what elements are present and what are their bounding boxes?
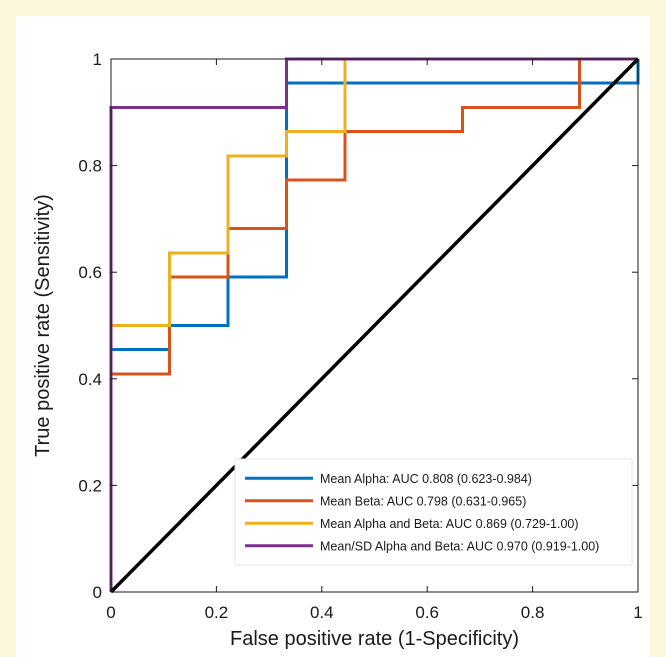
x-tick-label: 1 (633, 603, 642, 622)
legend-entry-label: Mean Alpha and Beta: AUC 0.869 (0.729-1.… (320, 517, 579, 531)
legend: Mean Alpha: AUC 0.808 (0.623-0.984) Mean … (234, 458, 633, 566)
x-axis-label: False positive rate (1-Specificity) (230, 628, 519, 650)
x-tick-label: 0.6 (415, 603, 439, 622)
diagonal-reference-line (109, 57, 640, 594)
x-tick-label: 0.4 (310, 603, 334, 622)
y-tick-label: 0.6 (78, 263, 102, 282)
y-axis-label: True positive rate (Sensitivity) (32, 194, 54, 457)
y-tick-label: 0.4 (78, 370, 102, 389)
y-tick-label: 0.8 (78, 157, 102, 176)
roc-series-2 (109, 57, 638, 592)
y-tick-label: 0 (93, 583, 102, 602)
ticks: 0 0.2 0.4 0.6 0.8 1 0 0.2 0.4 0.6 0.8 1 (78, 50, 642, 622)
legend-entry-label: Mean/SD Alpha and Beta: AUC 0.970 (0.919… (320, 539, 599, 553)
y-tick-label: 0.2 (78, 476, 102, 495)
x-tick-label: 0.2 (205, 603, 229, 622)
roc-series-3 (109, 57, 638, 592)
x-tick-label: 0 (106, 603, 115, 622)
y-tick-label: 1 (93, 50, 102, 69)
legend-entry-label: Mean Beta: AUC 0.798 (0.631-0.965) (320, 494, 526, 508)
x-tick-label: 0.8 (521, 603, 545, 622)
axes-box (110, 58, 639, 593)
legend-entry-label: Mean Alpha: AUC 0.808 (0.623-0.984) (320, 472, 532, 486)
figure-panel: 0 0.2 0.4 0.6 0.8 1 0 0.2 0.4 0.6 0.8 1 False posit… (16, 16, 650, 657)
legend-box (234, 458, 633, 566)
roc-chart: 0 0.2 0.4 0.6 0.8 1 0 0.2 0.4 0.6 0.8 1 False posit… (32, 50, 643, 650)
